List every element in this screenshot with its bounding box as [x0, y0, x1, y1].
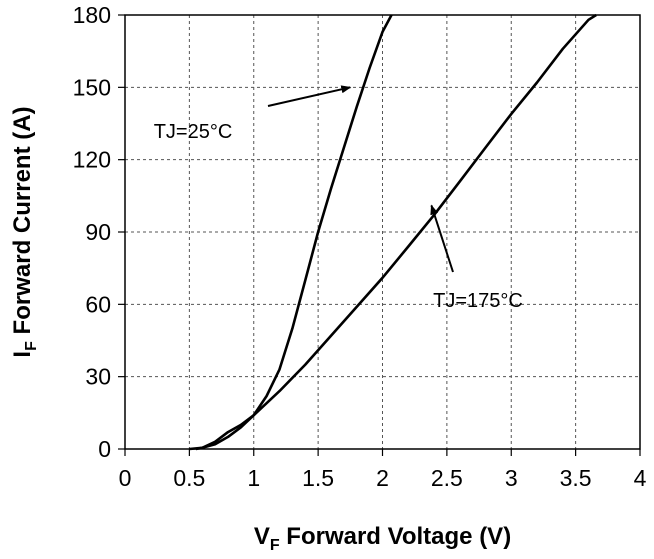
- x-tick-label: 1.5: [302, 465, 334, 491]
- y-tick-label: 120: [73, 147, 111, 173]
- y-tick-label: 150: [73, 74, 111, 100]
- series-line-tj-25c: [189, 14, 393, 451]
- x-tick-label: 3: [505, 465, 518, 491]
- annotation-arrow: [430, 204, 454, 273]
- annotation-label: TJ=25°C: [154, 121, 233, 143]
- y-tick-label: 90: [85, 219, 111, 245]
- x-axis-title: VF Forward Voltage (V): [254, 523, 511, 554]
- annotation-label: TJ=175°C: [433, 290, 523, 312]
- y-tick-label: 60: [85, 291, 111, 317]
- annotations-group: TJ=25°C TJ=175°C: [154, 85, 523, 312]
- ticks-group: 0 0.5 1 1.5 2 2.5 3 3.5 4 0 30 60 90 120 150 180: [73, 2, 647, 491]
- y-tick-label: 180: [73, 2, 111, 28]
- series-line-tj-175c: [195, 13, 597, 451]
- x-tick-label: 1: [247, 465, 260, 491]
- series-group: [189, 13, 597, 451]
- x-tick-label: 0.5: [173, 465, 205, 491]
- x-tick-label: 0: [119, 465, 132, 491]
- y-axis-title: IF Forward Current (A): [9, 106, 40, 357]
- x-tick-label: 4: [634, 465, 647, 491]
- y-tick-label: 30: [85, 364, 111, 390]
- y-tick-label: 0: [98, 436, 111, 462]
- x-tick-label: 2: [376, 465, 389, 491]
- annotation-arrow: [267, 85, 352, 107]
- grid-lines: [125, 15, 640, 449]
- x-tick-label: 2.5: [431, 465, 463, 491]
- x-tick-label: 3.5: [560, 465, 592, 491]
